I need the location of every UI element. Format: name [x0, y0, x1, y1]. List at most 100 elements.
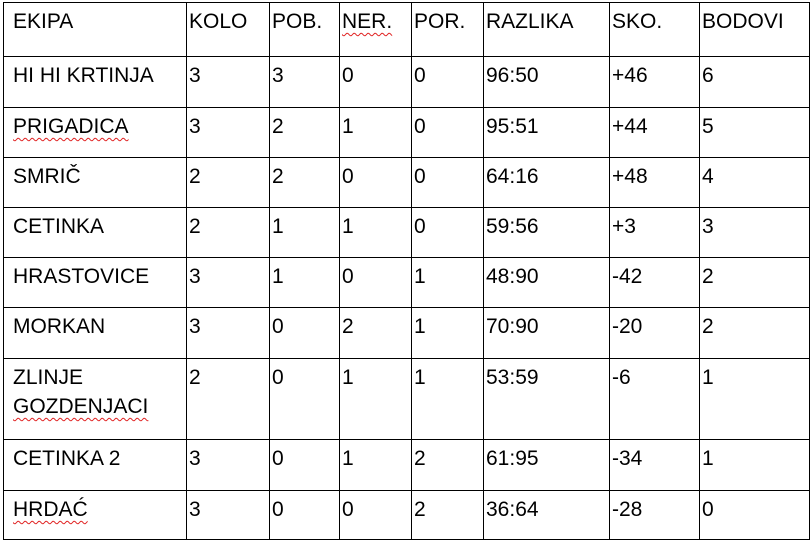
- cell-points[interactable]: 1: [699, 439, 810, 491]
- cell-draws[interactable]: 2: [339, 307, 412, 359]
- cell-text: BODOVI: [702, 10, 784, 33]
- cell-wins[interactable]: 1: [269, 257, 340, 308]
- cell-rounds[interactable]: 2: [186, 157, 270, 208]
- cell-wins[interactable]: 2: [269, 107, 340, 158]
- cell-draws[interactable]: 0: [339, 56, 412, 108]
- header-wins[interactable]: POB.: [269, 2, 340, 57]
- cell-score-diff[interactable]: 64:16: [483, 157, 610, 208]
- cell-points-diff[interactable]: -34: [609, 439, 700, 491]
- cell-wins[interactable]: 0: [269, 490, 340, 540]
- cell-text: 0: [414, 115, 426, 138]
- cell-rounds[interactable]: 3: [186, 257, 270, 308]
- cell-score-diff[interactable]: 53:59: [483, 358, 610, 440]
- cell-points[interactable]: 1: [699, 358, 810, 440]
- cell-score-diff[interactable]: 95:51: [483, 107, 610, 158]
- cell-draws[interactable]: 0: [339, 490, 412, 540]
- cell-rounds[interactable]: 3: [186, 56, 270, 108]
- header-draws[interactable]: NER.: [339, 2, 412, 57]
- cell-points-diff[interactable]: +46: [609, 56, 700, 108]
- cell-points-diff[interactable]: -42: [609, 257, 700, 308]
- cell-draws[interactable]: 1: [339, 107, 412, 158]
- cell-points[interactable]: 2: [699, 307, 810, 359]
- header-rounds[interactable]: KOLO: [186, 2, 270, 57]
- cell-text: POR.: [414, 10, 466, 33]
- cell-text: 4: [702, 165, 714, 188]
- cell-text: 3: [702, 215, 714, 238]
- cell-rounds[interactable]: 3: [186, 490, 270, 540]
- cell-rounds[interactable]: 3: [186, 107, 270, 158]
- cell-points[interactable]: 4: [699, 157, 810, 208]
- cell-text: 1: [342, 215, 354, 238]
- cell-score-diff[interactable]: 59:56: [483, 207, 610, 258]
- cell-losses[interactable]: 0: [411, 56, 484, 108]
- cell-draws[interactable]: 0: [339, 157, 412, 208]
- cell-points[interactable]: 2: [699, 257, 810, 308]
- cell-team[interactable]: SMRIČ: [3, 157, 187, 208]
- cell-text: 1: [702, 447, 714, 470]
- header-points[interactable]: BODOVI: [699, 2, 810, 57]
- cell-points-diff[interactable]: -6: [609, 358, 700, 440]
- cell-losses[interactable]: 2: [411, 490, 484, 540]
- cell-text: 2: [272, 115, 284, 138]
- cell-team[interactable]: HRDAĆ: [3, 490, 187, 540]
- cell-losses[interactable]: 0: [411, 207, 484, 258]
- cell-team[interactable]: ZLINJE GOZDENJACI: [3, 358, 187, 440]
- cell-points-diff[interactable]: -20: [609, 307, 700, 359]
- cell-points-diff[interactable]: +48: [609, 157, 700, 208]
- cell-points-diff[interactable]: -28: [609, 490, 700, 540]
- table-row: PRIGADICA 3 2 1 0 95:51 +44 5: [3, 107, 810, 158]
- cell-draws[interactable]: 1: [339, 439, 412, 491]
- header-points-diff[interactable]: SKO.: [609, 2, 700, 57]
- cell-rounds[interactable]: 2: [186, 207, 270, 258]
- cell-text: 3: [189, 115, 201, 138]
- cell-team[interactable]: CETINKA 2: [3, 439, 187, 491]
- cell-losses[interactable]: 1: [411, 358, 484, 440]
- cell-text: 3: [189, 498, 201, 521]
- cell-score-diff[interactable]: 61:95: [483, 439, 610, 491]
- cell-text: 0: [414, 215, 426, 238]
- cell-team[interactable]: CETINKA: [3, 207, 187, 258]
- cell-text: 1: [702, 366, 714, 389]
- header-losses[interactable]: POR.: [411, 2, 484, 57]
- cell-rounds[interactable]: 3: [186, 307, 270, 359]
- cell-points[interactable]: 5: [699, 107, 810, 158]
- cell-losses[interactable]: 0: [411, 107, 484, 158]
- cell-score-diff[interactable]: 36:64: [483, 490, 610, 540]
- cell-team[interactable]: MORKAN: [3, 307, 187, 359]
- cell-text: +48: [612, 165, 648, 188]
- cell-rounds[interactable]: 3: [186, 439, 270, 491]
- cell-draws[interactable]: 1: [339, 358, 412, 440]
- cell-score-diff[interactable]: 70:90: [483, 307, 610, 359]
- cell-points-diff[interactable]: +3: [609, 207, 700, 258]
- cell-points[interactable]: 0: [699, 490, 810, 540]
- table-row: CETINKA 2 3 0 1 2 61:95 -34 1: [3, 439, 810, 491]
- cell-team[interactable]: HRASTOVICE: [3, 257, 187, 308]
- cell-wins[interactable]: 3: [269, 56, 340, 108]
- cell-team[interactable]: HI HI KRTINJA: [3, 56, 187, 108]
- cell-losses[interactable]: 1: [411, 307, 484, 359]
- cell-draws[interactable]: 0: [339, 257, 412, 308]
- cell-wins[interactable]: 0: [269, 358, 340, 440]
- cell-losses[interactable]: 1: [411, 257, 484, 308]
- cell-points-diff[interactable]: +44: [609, 107, 700, 158]
- cell-wins[interactable]: 0: [269, 439, 340, 491]
- header-score-diff[interactable]: RAZLIKA: [483, 2, 610, 57]
- cell-team[interactable]: PRIGADICA: [3, 107, 187, 158]
- cell-score-diff[interactable]: 48:90: [483, 257, 610, 308]
- cell-text: 70:90: [486, 315, 539, 338]
- cell-losses[interactable]: 2: [411, 439, 484, 491]
- cell-wins[interactable]: 2: [269, 157, 340, 208]
- cell-draws[interactable]: 1: [339, 207, 412, 258]
- cell-rounds[interactable]: 2: [186, 358, 270, 440]
- cell-points[interactable]: 3: [699, 207, 810, 258]
- cell-text: CETINKA 2: [13, 447, 121, 470]
- cell-text: 1: [342, 115, 354, 138]
- cell-text: 1: [414, 265, 426, 288]
- cell-text: 2: [189, 165, 201, 188]
- cell-losses[interactable]: 0: [411, 157, 484, 208]
- cell-points[interactable]: 6: [699, 56, 810, 108]
- cell-wins[interactable]: 1: [269, 207, 340, 258]
- header-team[interactable]: EKIPA: [3, 2, 187, 57]
- cell-wins[interactable]: 0: [269, 307, 340, 359]
- cell-score-diff[interactable]: 96:50: [483, 56, 610, 108]
